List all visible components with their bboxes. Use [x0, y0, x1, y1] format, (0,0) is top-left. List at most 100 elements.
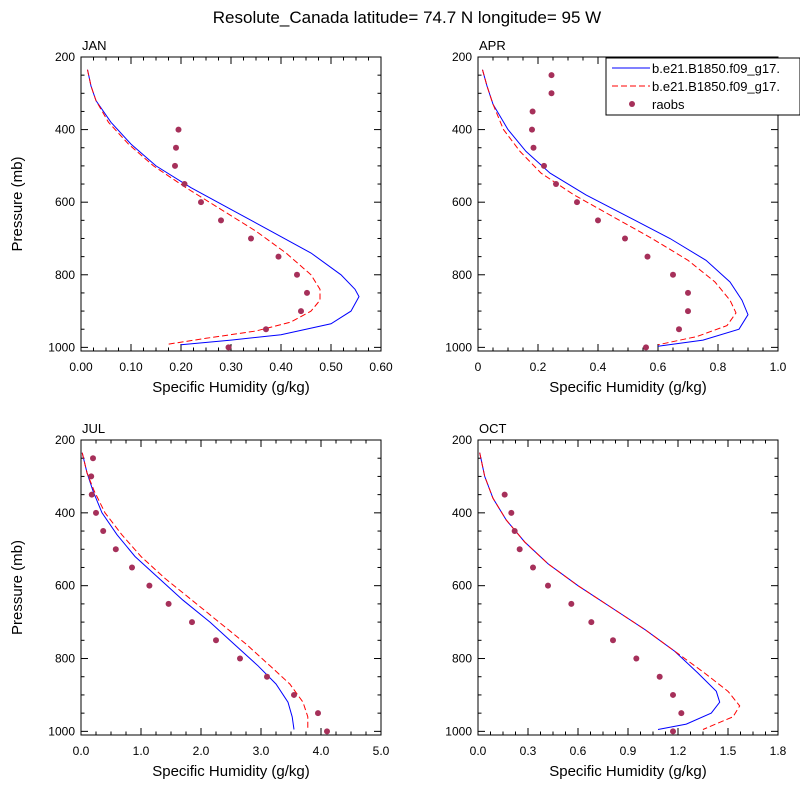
series-line-1 — [87, 69, 360, 346]
raobs-point — [248, 235, 254, 242]
series-line-1 — [479, 452, 721, 730]
raobs-point — [670, 728, 676, 735]
y-tick-label: 400 — [452, 123, 472, 137]
series-line-2 — [482, 69, 737, 346]
raobs-point — [508, 509, 515, 516]
raobs-point — [588, 619, 595, 626]
x-axis-label: Specific Humidity (g/kg) — [549, 379, 707, 396]
figure-title: Resolute_Canada latitude= 74.7 N longitu… — [213, 8, 601, 27]
x-tick-label: 0.40 — [269, 360, 293, 374]
raobs-point — [181, 181, 188, 188]
raobs-point — [516, 546, 523, 553]
plot-frame — [80, 56, 382, 352]
y-tick-label: 600 — [452, 579, 472, 593]
raobs-point — [112, 546, 119, 553]
series-line-1 — [482, 69, 749, 347]
raobs-point — [291, 691, 297, 698]
y-tick-label: 200 — [452, 50, 472, 64]
x-tick-label: 0.6 — [570, 744, 587, 758]
raobs-point — [610, 637, 616, 644]
x-tick-label: 2.0 — [193, 744, 210, 758]
raobs-point — [670, 691, 676, 698]
x-tick-label: 5.0 — [373, 744, 390, 758]
panel-apr: 0 0.2 0.4 0.6 0.8 1.0 200 400 600 800 1000 APR Speci… — [445, 38, 786, 396]
panel-oct: 0.0 0.3 0.6 0.9 1.2 1.5 1.8 200 400 600 800 1000 OCT… — [445, 421, 786, 780]
raobs-point — [676, 326, 682, 333]
y-tick-label: 600 — [55, 195, 75, 209]
raobs-point — [100, 528, 107, 535]
raobs-point — [263, 326, 269, 333]
raobs-point — [315, 710, 321, 717]
raobs-point — [90, 455, 96, 462]
panel-jul: 0.0 1.0 2.0 3.0 4.0 5.0 200 400 600 800 1000 JUL Spe… — [9, 421, 390, 780]
raobs-point — [129, 564, 135, 571]
x-tick-label: 1.0 — [770, 360, 787, 374]
raobs-point — [173, 144, 179, 151]
raobs-point — [294, 271, 300, 278]
raobs-point — [324, 728, 330, 735]
raobs-point — [213, 637, 219, 644]
y-tick-label: 200 — [55, 50, 75, 64]
raobs-point — [225, 344, 232, 351]
x-tick-label: 1.0 — [133, 744, 150, 758]
raobs-point — [633, 655, 640, 662]
x-axis-label: Specific Humidity (g/kg) — [152, 763, 310, 780]
x-tick-label: 0.4 — [590, 360, 607, 374]
raobs-point — [189, 619, 195, 626]
y-tick-label: 400 — [55, 506, 75, 520]
x-tick-label: 0.9 — [620, 744, 637, 758]
raobs-point — [146, 582, 153, 589]
legend-label-2: b.e21.B1850.f09_g17. — [652, 79, 780, 94]
x-tick-label: 0.00 — [69, 360, 93, 374]
x-tick-label: 0.8 — [710, 360, 727, 374]
raobs-point — [685, 289, 691, 296]
y-axis-label: Pressure (mb) — [9, 540, 26, 635]
y-tick-label: 800 — [55, 268, 75, 282]
raobs-point — [218, 217, 224, 224]
raobs-point — [529, 108, 536, 115]
series-line-2 — [87, 69, 321, 345]
x-tick-label: 1.2 — [670, 744, 687, 758]
legend-label-1: b.e21.B1850.f09_g17. — [652, 61, 780, 76]
x-tick-label: 4.0 — [313, 744, 330, 758]
raobs-point — [530, 564, 536, 571]
raobs-point — [644, 253, 651, 260]
raobs-point — [298, 308, 304, 315]
x-tick-label: 0.0 — [73, 744, 90, 758]
raobs-point — [685, 308, 691, 315]
series-line-2 — [479, 452, 741, 730]
y-tick-label: 1000 — [48, 724, 75, 738]
y-tick-label: 800 — [452, 268, 472, 282]
series-line-1 — [81, 452, 295, 730]
series-line-2 — [81, 452, 309, 730]
x-tick-label: 0.10 — [119, 360, 143, 374]
raobs-point — [529, 126, 535, 133]
x-tick-label: 1.8 — [770, 744, 787, 758]
x-tick-label: 0.6 — [650, 360, 667, 374]
raobs-point — [275, 253, 282, 260]
raobs-point — [198, 199, 204, 206]
panel-title: JUL — [82, 421, 105, 436]
y-tick-label: 600 — [452, 195, 472, 209]
raobs-point — [511, 528, 518, 535]
raobs-point — [548, 72, 555, 79]
raobs-point — [165, 600, 172, 607]
raobs-point — [264, 673, 270, 680]
x-tick-label: 0.3 — [520, 744, 537, 758]
y-tick-label: 600 — [55, 579, 75, 593]
x-tick-label: 0.30 — [219, 360, 243, 374]
y-axis-label: Pressure (mb) — [9, 156, 26, 251]
raobs-point — [643, 344, 649, 351]
y-tick-label: 800 — [55, 652, 75, 666]
x-tick-label: 1.5 — [720, 744, 737, 758]
raobs-point — [568, 600, 575, 607]
raobs-point — [88, 473, 95, 480]
raobs-point — [574, 199, 580, 206]
raobs-point — [93, 509, 99, 516]
raobs-point — [670, 271, 676, 278]
x-axis-label: Specific Humidity (g/kg) — [549, 763, 707, 780]
raobs-point — [678, 710, 685, 717]
raobs-point — [595, 217, 601, 224]
x-tick-label: 0.0 — [470, 744, 487, 758]
